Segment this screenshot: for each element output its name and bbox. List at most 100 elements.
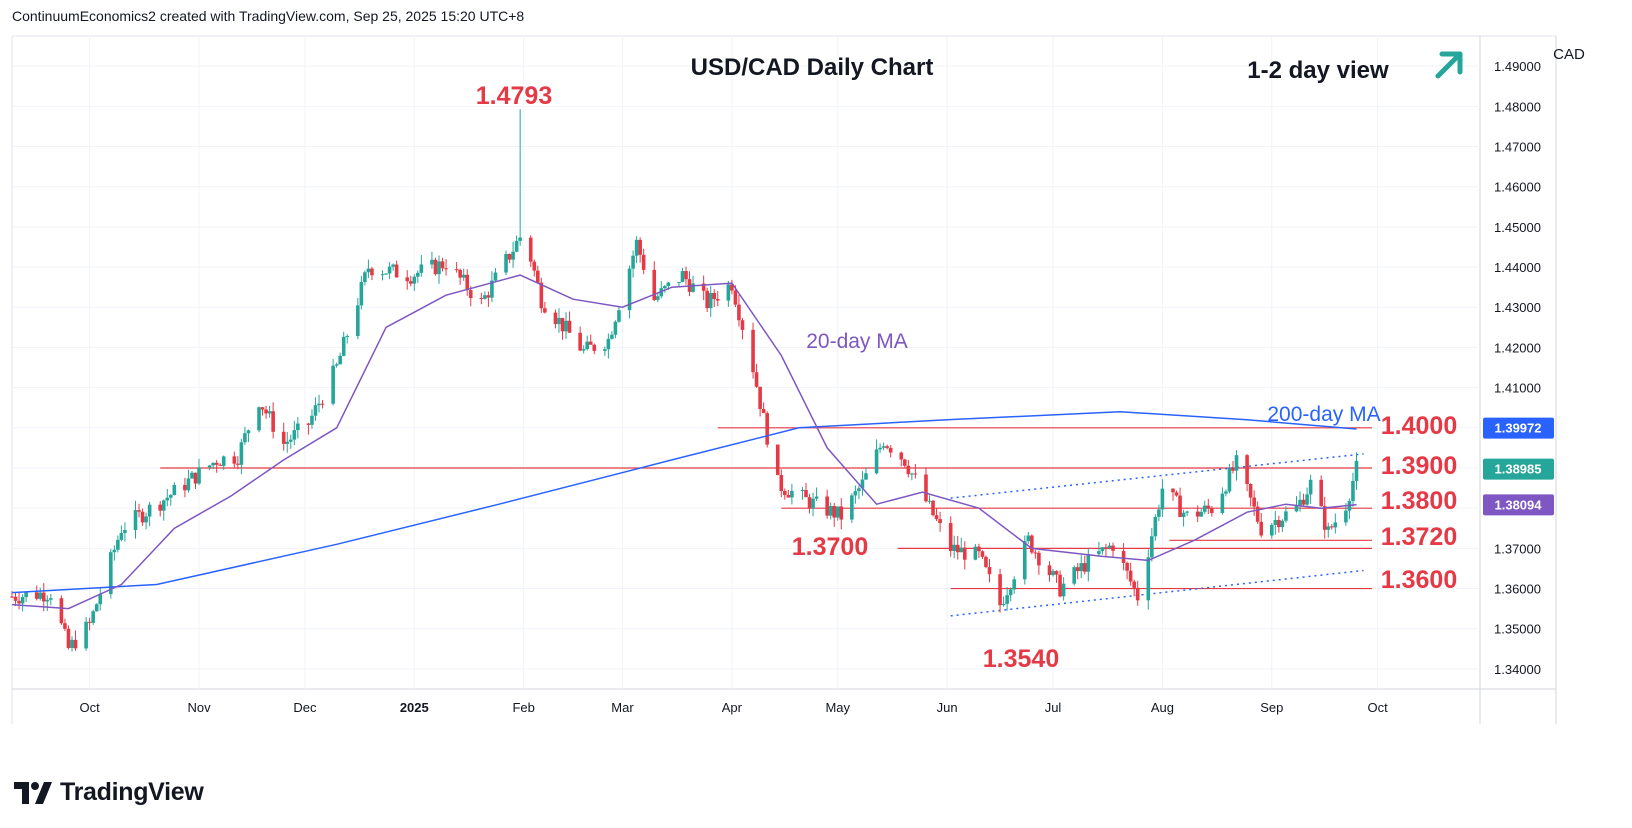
candle — [751, 322, 755, 379]
candle — [786, 489, 791, 498]
candle — [1259, 513, 1264, 538]
candle — [17, 592, 21, 610]
candle — [825, 489, 829, 519]
candle — [461, 268, 466, 281]
candle — [172, 482, 177, 496]
candle-body — [733, 290, 738, 305]
candle-body — [910, 473, 914, 475]
candle — [977, 543, 981, 558]
candle — [70, 636, 74, 652]
candle — [306, 422, 311, 435]
candle — [581, 345, 586, 354]
candle — [691, 275, 695, 293]
tradingview-logo[interactable]: TradingView — [14, 778, 204, 807]
ma20-line — [11, 274, 1357, 610]
candle — [190, 471, 194, 479]
candle-body — [977, 546, 981, 552]
candle-body — [1252, 497, 1256, 507]
candle-body — [666, 282, 671, 287]
candle — [606, 333, 611, 359]
candle — [161, 499, 166, 521]
price-tag-text: 1.38094 — [1495, 497, 1543, 512]
candle-body — [1227, 468, 1232, 492]
candle-body — [1326, 526, 1331, 530]
candle-body — [10, 596, 14, 598]
candle — [1160, 479, 1165, 517]
candle-body — [306, 423, 311, 425]
candle-body — [1284, 511, 1288, 521]
candle-body — [84, 621, 88, 649]
candle — [881, 442, 886, 451]
candle — [1347, 498, 1352, 520]
candle-body — [1329, 526, 1334, 528]
candle — [1178, 487, 1182, 518]
candle-body — [363, 272, 367, 283]
candle-body — [144, 516, 148, 523]
candle-body — [677, 282, 681, 284]
candle — [193, 472, 198, 489]
time-axis[interactable]: Oct Nov Dec 2025 Feb Mar Apr May Jun Jul Aug Sep Oct — [80, 700, 1389, 715]
candle-body — [1079, 563, 1084, 572]
price-axis[interactable]: 1.340001.350001.360001.370001.380001.390… — [1483, 59, 1554, 677]
candle — [730, 279, 734, 295]
candle — [221, 455, 226, 470]
candle-body — [366, 268, 371, 273]
candle — [511, 241, 515, 268]
candle — [288, 434, 293, 449]
candle-body — [66, 628, 71, 648]
candle-body — [1075, 567, 1080, 572]
candle — [567, 311, 572, 333]
candle-body — [564, 320, 568, 332]
candle-body — [1245, 455, 1249, 485]
candle — [1104, 543, 1108, 557]
candle-body — [514, 240, 519, 252]
candle — [1061, 577, 1066, 601]
candle-body — [292, 430, 297, 440]
candle-body — [119, 533, 124, 540]
candle-body — [41, 592, 46, 602]
candle — [962, 541, 967, 570]
candle-body — [737, 304, 741, 321]
candle — [532, 259, 537, 277]
candle-body — [1351, 480, 1355, 502]
candle-body — [465, 274, 470, 291]
y-tick-label: 1.45000 — [1494, 220, 1541, 235]
x-tick-label: 2025 — [400, 700, 429, 715]
candle — [779, 469, 784, 498]
candle-body — [765, 413, 769, 445]
candle-body — [38, 592, 43, 599]
candle-body — [955, 544, 960, 553]
x-tick-label: Jul — [1045, 700, 1062, 715]
candle-body — [825, 496, 829, 516]
candle — [412, 274, 417, 291]
price-tag-text: 1.38985 — [1495, 462, 1542, 477]
candle-body — [740, 320, 745, 330]
candle — [313, 397, 318, 421]
candle-body — [24, 592, 28, 598]
candle-body — [313, 405, 318, 416]
candle-body — [1125, 562, 1129, 571]
candle-body — [832, 506, 837, 518]
candle-body — [214, 462, 219, 465]
candle-body — [684, 271, 688, 280]
candle — [246, 429, 251, 443]
candle-body — [236, 463, 240, 465]
candle-body — [588, 341, 593, 345]
candle — [737, 294, 741, 327]
y-tick-label: 1.46000 — [1494, 180, 1541, 195]
candle — [1273, 510, 1278, 535]
last-price-tag: 1.38985 — [1483, 458, 1554, 480]
candle-body — [197, 467, 201, 484]
candle-body — [296, 423, 300, 431]
candle-body — [416, 272, 420, 277]
candle — [281, 422, 286, 451]
tradingview-logo-icon — [14, 781, 52, 804]
candle — [592, 343, 597, 355]
candle-body — [370, 268, 374, 276]
candle-body — [973, 546, 978, 560]
candle — [1086, 547, 1091, 582]
chart-title: USD/CAD Daily Chart — [691, 54, 934, 81]
candle — [214, 459, 219, 473]
candle — [116, 535, 120, 553]
